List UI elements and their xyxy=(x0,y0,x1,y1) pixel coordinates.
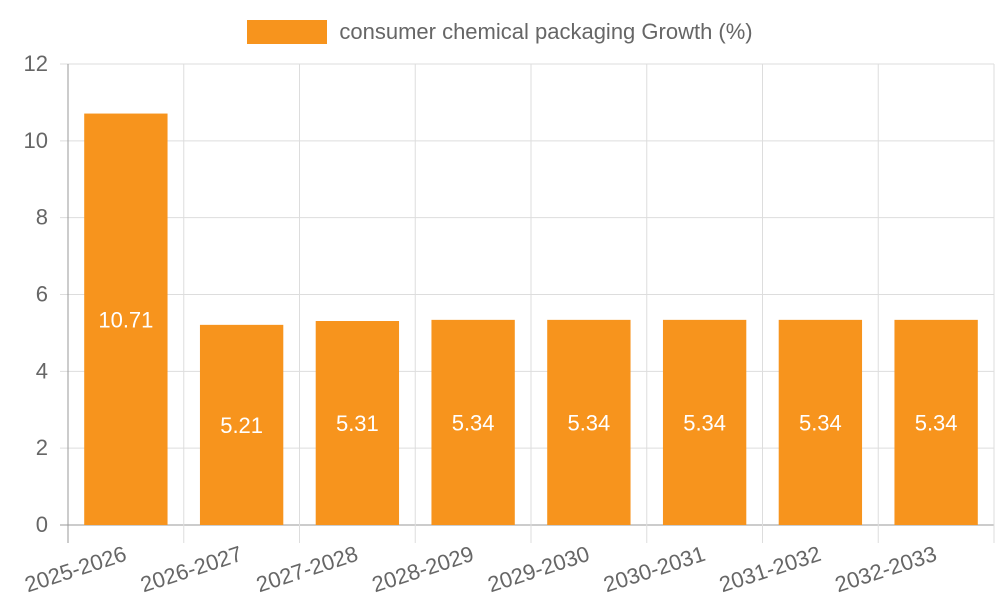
data-label: 5.34 xyxy=(799,410,842,435)
x-tick-label: 2026-2027 xyxy=(137,541,245,597)
y-tick-label: 0 xyxy=(36,512,48,537)
y-tick-label: 12 xyxy=(24,51,48,76)
x-tick-label: 2029-2030 xyxy=(485,541,593,597)
y-tick-label: 10 xyxy=(24,128,48,153)
bar[interactable] xyxy=(894,319,978,525)
x-tick-label: 2031-2032 xyxy=(716,541,824,597)
bar[interactable] xyxy=(315,321,400,525)
bar[interactable] xyxy=(662,319,747,525)
y-tick-label: 2 xyxy=(36,435,48,460)
legend-swatch xyxy=(247,20,328,44)
data-label: 10.71 xyxy=(98,307,153,332)
data-label: 5.34 xyxy=(683,410,726,435)
legend-label: consumer chemical packaging Growth (%) xyxy=(339,19,753,44)
bar[interactable] xyxy=(431,319,515,525)
y-tick-label: 8 xyxy=(36,205,48,230)
data-label: 5.21 xyxy=(220,413,263,438)
bar[interactable] xyxy=(778,319,863,525)
bar[interactable] xyxy=(84,113,168,526)
x-tick-label: 2032-2033 xyxy=(832,541,940,597)
x-tick-label: 2028-2029 xyxy=(369,541,477,597)
x-tick-label: 2025-2026 xyxy=(22,541,130,597)
data-label: 5.34 xyxy=(452,410,495,435)
bar[interactable] xyxy=(547,319,631,525)
chart-legend[interactable]: consumer chemical packaging Growth (%) xyxy=(0,14,1000,50)
data-label: 5.34 xyxy=(915,410,958,435)
x-tick-label: 2030-2031 xyxy=(600,541,708,597)
data-label: 5.31 xyxy=(336,411,379,436)
bar[interactable] xyxy=(199,324,284,525)
y-tick-label: 4 xyxy=(36,358,48,383)
data-label: 5.34 xyxy=(567,410,610,435)
y-tick-label: 6 xyxy=(36,282,48,307)
x-tick-label: 2027-2028 xyxy=(253,541,361,597)
